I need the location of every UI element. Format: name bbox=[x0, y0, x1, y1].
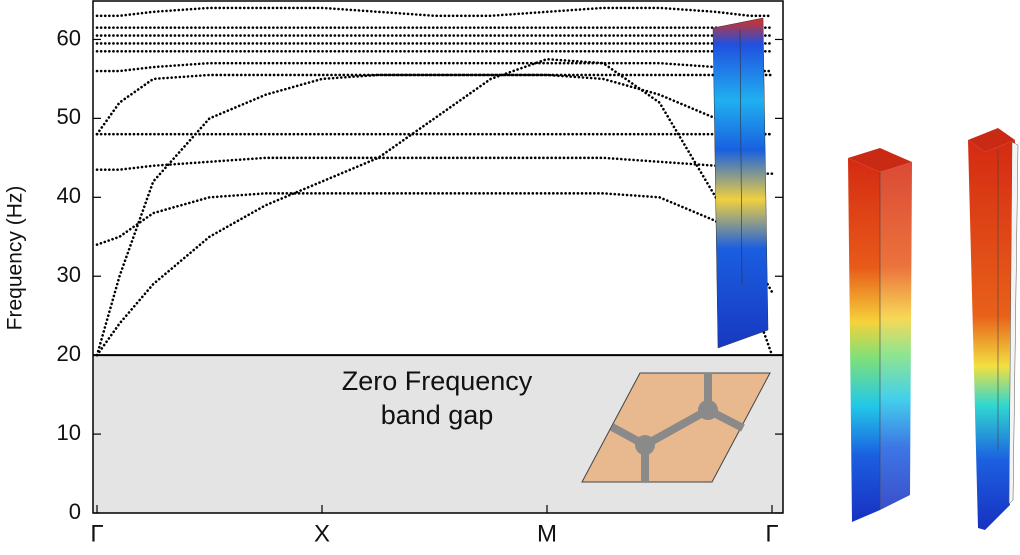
mode-shape-column-1 bbox=[848, 148, 912, 522]
x-tick-label: Γ bbox=[90, 520, 103, 547]
band-curve bbox=[95, 156, 774, 175]
band-curve bbox=[95, 6, 774, 18]
band-curve bbox=[95, 73, 774, 357]
band-curve bbox=[95, 57, 774, 357]
plot-frame bbox=[92, 0, 784, 514]
y-tick-label: 40 bbox=[57, 183, 81, 208]
annotation: Zero Frequency bbox=[342, 366, 533, 396]
x-tick-label: M bbox=[537, 520, 557, 547]
y-axis-label: Frequency (Hz) bbox=[4, 186, 27, 331]
y-tick-label: 30 bbox=[57, 262, 81, 287]
x-tick-label: Γ bbox=[765, 520, 778, 547]
x-tick-label: X bbox=[314, 520, 330, 547]
y-tick-label: 10 bbox=[57, 420, 81, 445]
mode-shape-inset bbox=[712, 17, 769, 349]
band-curve bbox=[95, 73, 774, 136]
band-curve bbox=[95, 61, 774, 73]
y-tick-label: 20 bbox=[57, 341, 81, 366]
unit-cell-inset bbox=[581, 372, 771, 483]
y-tick-label: 0 bbox=[69, 499, 81, 524]
y-tick-label: 60 bbox=[57, 25, 81, 50]
band-curve bbox=[95, 192, 774, 294]
y-tick-label: 50 bbox=[57, 104, 81, 129]
mode-shape-column-2 bbox=[968, 128, 1019, 530]
annotation: band gap bbox=[381, 400, 494, 430]
